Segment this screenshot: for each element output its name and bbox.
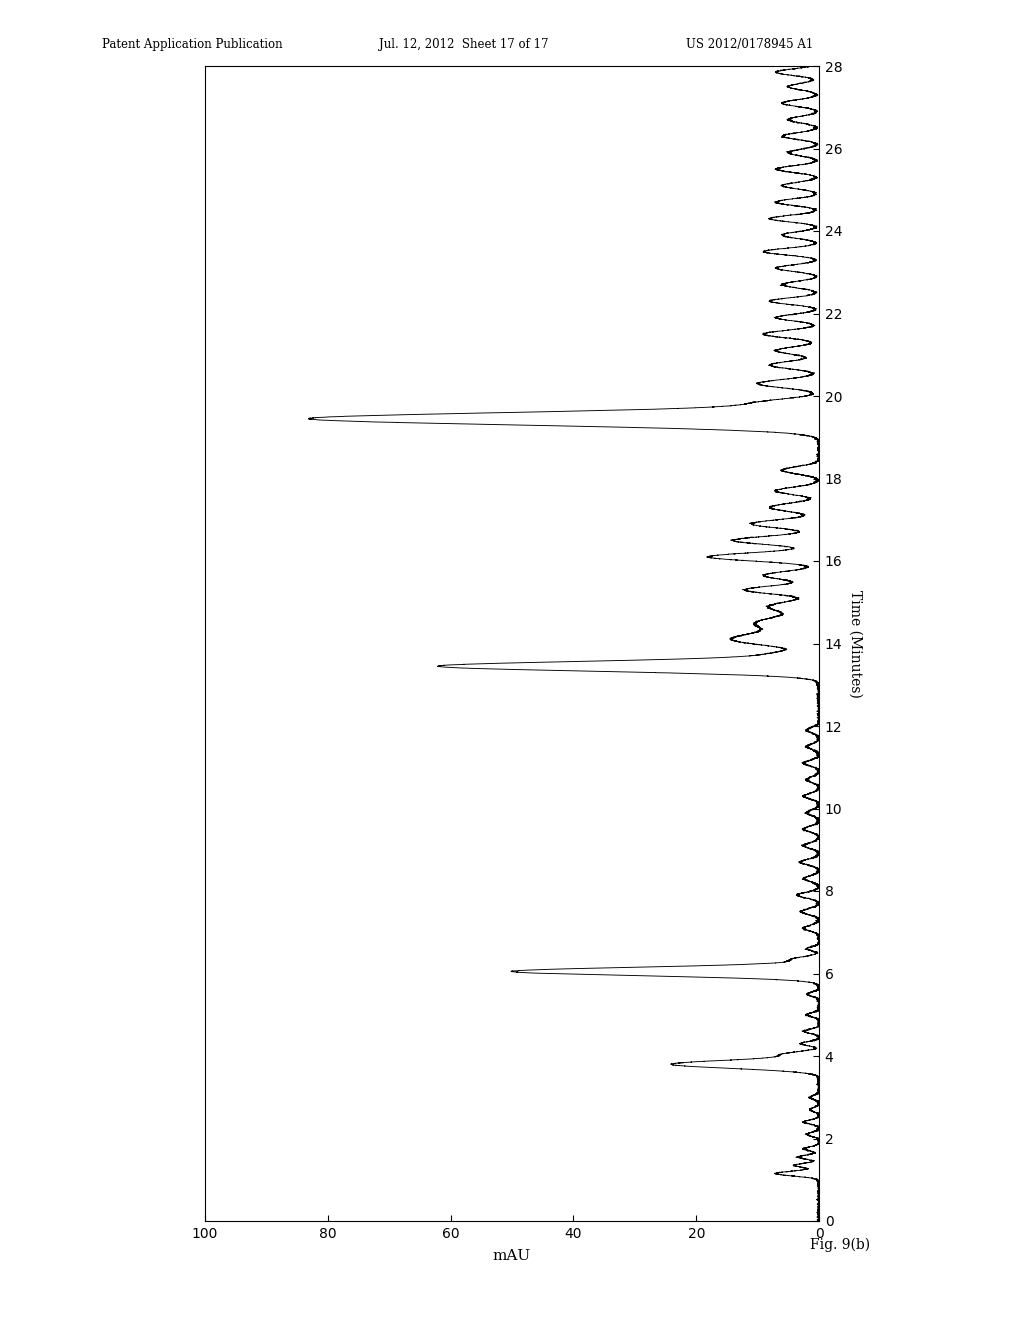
Y-axis label: Time (Minutes): Time (Minutes) bbox=[848, 590, 862, 697]
Text: Patent Application Publication: Patent Application Publication bbox=[102, 37, 283, 50]
Text: Jul. 12, 2012  Sheet 17 of 17: Jul. 12, 2012 Sheet 17 of 17 bbox=[379, 37, 549, 50]
Text: US 2012/0178945 A1: US 2012/0178945 A1 bbox=[686, 37, 813, 50]
Text: Fig. 9(b): Fig. 9(b) bbox=[810, 1237, 869, 1251]
X-axis label: mAU: mAU bbox=[493, 1249, 531, 1263]
